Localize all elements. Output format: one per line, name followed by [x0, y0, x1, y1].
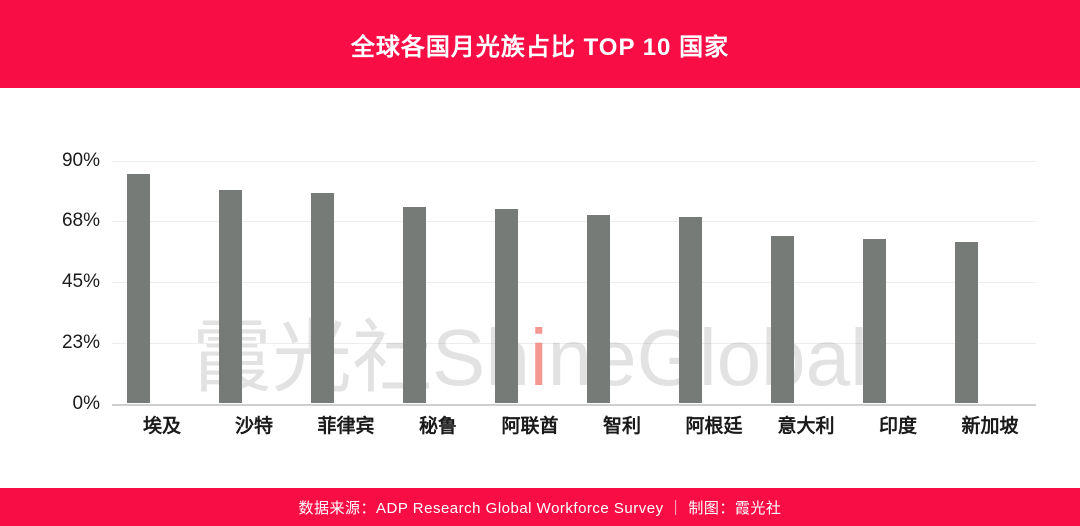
- x-axis-category-label: 埃及: [142, 416, 181, 437]
- y-axis-tick-label: 68%: [61, 210, 100, 232]
- bar-意大利: [770, 236, 794, 404]
- y-axis-tick-label: 90%: [61, 149, 100, 171]
- bar-埃及: [126, 174, 150, 404]
- gridline: [112, 160, 1036, 162]
- watermark: 霞光社ShineGlobal: [192, 314, 868, 402]
- bar-智利: [586, 214, 610, 404]
- bar-沙特: [218, 190, 242, 404]
- header-banner: 全球各国月光族占比 TOP 10 国家: [0, 0, 1080, 88]
- watermark-text-prefix: 霞光社Sh: [192, 313, 530, 402]
- bar-印度: [862, 239, 886, 404]
- y-axis-tick-label: 0%: [72, 392, 100, 414]
- x-axis-category-label: 意大利: [777, 416, 835, 437]
- bar-阿根廷: [678, 217, 702, 404]
- footer-banner: 数据来源：ADP Research Global Workforce Surve…: [0, 488, 1080, 526]
- x-axis-category-label: 沙特: [234, 416, 273, 437]
- x-axis-category-label: 新加坡: [961, 416, 1019, 437]
- gridline: [112, 342, 1036, 344]
- x-axis-category-label: 秘鲁: [418, 416, 457, 437]
- x-axis-category-label: 菲律宾: [317, 416, 375, 437]
- chart-title: 全球各国月光族占比 TOP 10 国家: [350, 33, 730, 61]
- gridline: [112, 221, 1036, 223]
- gridline: [112, 282, 1036, 284]
- x-axis-category-label: 阿根廷: [685, 416, 743, 437]
- gridline: [112, 403, 1036, 406]
- bar-阿联酋: [494, 209, 518, 404]
- data-source-credit: 数据来源：ADP Research Global Workforce Surve…: [298, 499, 782, 517]
- y-axis-tick-label: 45%: [61, 271, 100, 293]
- chart-area: 0% 23% 45% 68% 90% 埃及 沙特 菲律宾 秘鲁 阿联酋 智利 阿根廷 意大利 印度 新加坡 …: [0, 88, 1080, 488]
- x-axis-category-label: 印度: [878, 416, 917, 437]
- x-axis-category-label: 阿联酋: [501, 416, 559, 437]
- x-axis-category-label: 智利: [602, 416, 641, 437]
- watermark-accent-letter: i: [529, 313, 548, 402]
- bar-秘鲁: [402, 206, 426, 404]
- bar-菲律宾: [310, 193, 334, 404]
- bar-新加坡: [954, 241, 978, 404]
- y-axis-tick-label: 23%: [61, 331, 100, 353]
